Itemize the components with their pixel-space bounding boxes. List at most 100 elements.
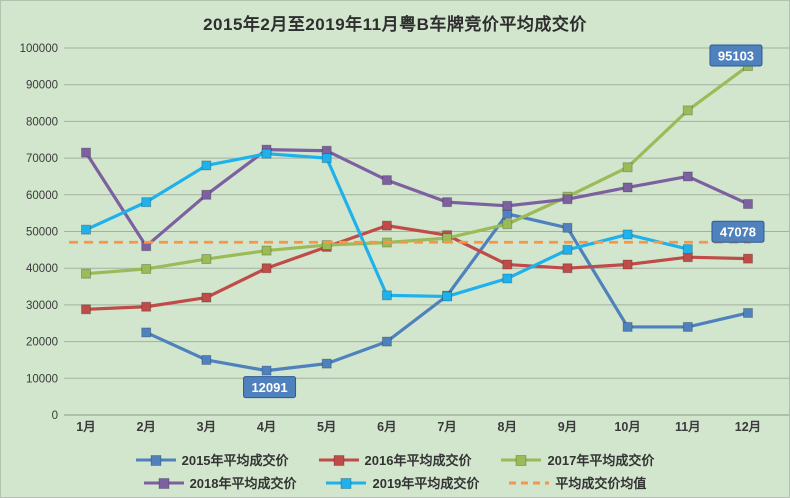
y-axis-label: 0 [52, 410, 58, 422]
data-point-2018年平均成交价 [201, 189, 212, 200]
data-point-2016年平均成交价 [381, 220, 392, 231]
data-point-2018年平均成交价 [81, 147, 91, 158]
x-axis-label: 8月 [498, 420, 517, 434]
y-axis-label: 80000 [26, 116, 58, 128]
data-point-2015年平均成交价 [201, 354, 212, 365]
data-point-2016年平均成交价 [141, 301, 152, 312]
data-point-2019年平均成交价 [682, 244, 693, 255]
annotation-label: 12091 [251, 380, 287, 395]
x-axis-label: 9月 [558, 420, 577, 434]
data-point-2015年平均成交价 [742, 307, 753, 318]
data-point-2019年平均成交价 [562, 244, 573, 255]
y-axis-label: 50000 [26, 227, 58, 239]
legend-item: 2016年平均成交价 [318, 450, 472, 469]
x-axis-label: 7月 [437, 420, 456, 434]
chart-legend: 2015年平均成交价 2016年平均成交价 2017年平均成交价 2018年平均成交价… [1, 450, 789, 492]
data-point-2015年平均成交价 [622, 321, 633, 332]
annotation-label: 47078 [720, 225, 756, 240]
data-point-2016年平均成交价 [261, 263, 272, 274]
legend-item: 平均成交价均值 [509, 473, 646, 492]
legend-item: 2017年平均成交价 [501, 450, 654, 469]
data-point-2018年平均成交价 [562, 194, 573, 205]
data-point-2016年平均成交价 [81, 304, 91, 315]
data-point-2015年平均成交价 [682, 321, 693, 332]
line-chart-plot: 0 10000 20000 30000 40000 50000 60000 70000 8000… [20, 43, 789, 434]
data-point-2018年平均成交价 [622, 182, 633, 193]
data-point-2016年平均成交价 [742, 253, 753, 264]
x-axis-label: 3月 [197, 420, 216, 434]
legend-item-label: 2016年平均成交价 [364, 453, 472, 468]
y-axis-label: 70000 [26, 153, 58, 165]
legend-item-label: 2017年平均成交价 [547, 453, 655, 468]
data-point-2019年平均成交价 [381, 290, 392, 301]
data-point-2018年平均成交价 [742, 198, 753, 209]
y-axis-label: 60000 [26, 190, 58, 202]
legend-line-marker-icon [501, 454, 542, 466]
data-point-2017年平均成交价 [261, 245, 272, 256]
data-point-2019年平均成交价 [321, 153, 332, 164]
y-axis-label: 20000 [26, 337, 58, 349]
series-line-2016年平均成交价 [84, 224, 750, 311]
data-point-2019年平均成交价 [201, 160, 212, 171]
y-axis-label: 40000 [26, 263, 58, 275]
data-point-2019年平均成交价 [442, 291, 453, 302]
legend-line-marker-icon [143, 477, 184, 489]
data-point-2017年平均成交价 [141, 263, 152, 274]
data-point-2017年平均成交价 [321, 240, 332, 251]
x-axis-label: 4月 [257, 420, 276, 434]
x-axis-label: 5月 [317, 420, 336, 434]
annotation-box [709, 44, 763, 67]
legend-item: 2018年平均成交价 [143, 473, 297, 492]
data-point-2018年平均成交价 [682, 171, 693, 182]
data-point-2017年平均成交价 [622, 162, 633, 173]
data-point-2017年平均成交价 [81, 268, 91, 279]
annotation-box [243, 376, 297, 399]
chart-title: 2015年2月至2019年11月粤B车牌竞价平均成交价 [203, 15, 587, 34]
data-point-2019年平均成交价 [141, 197, 152, 208]
data-point-2016年平均成交价 [622, 259, 633, 270]
data-point-2019年平均成交价 [622, 229, 633, 240]
x-axis-label: 6月 [377, 420, 396, 434]
legend-dashed-line-icon [509, 481, 550, 484]
legend-line-marker-icon [135, 454, 176, 466]
legend-line-marker-icon [326, 477, 367, 489]
x-axis-label: 1月 [76, 420, 95, 434]
data-point-2016年平均成交价 [502, 259, 513, 270]
annotation-label: 95103 [718, 48, 754, 63]
data-point-2017年平均成交价 [502, 219, 513, 230]
legend-row: 2015年平均成交价 2016年平均成交价 2017年平均成交价 [135, 450, 654, 469]
data-point-2018年平均成交价 [381, 175, 392, 186]
x-axis-label: 10月 [614, 420, 640, 434]
data-point-2016年平均成交价 [201, 292, 212, 303]
legend-item-label: 平均成交价均值 [555, 476, 647, 491]
legend-item-label: 2015年平均成交价 [181, 453, 289, 468]
x-axis-label: 2月 [136, 420, 155, 434]
data-point-2015年平均成交价 [381, 336, 392, 347]
annotation-box [711, 220, 765, 243]
data-point-2015年平均成交价 [141, 327, 152, 338]
data-point-2017年平均成交价 [682, 105, 693, 116]
data-point-2015年平均成交价 [562, 222, 573, 233]
x-axis-label: 11月 [675, 420, 701, 434]
data-point-2015年平均成交价 [261, 365, 272, 376]
data-point-2018年平均成交价 [442, 197, 453, 208]
legend-item-label: 2019年平均成交价 [372, 476, 480, 491]
y-axis-label: 100000 [20, 43, 58, 55]
y-axis-label: 30000 [26, 300, 58, 312]
data-point-2015年平均成交价 [321, 358, 332, 369]
data-point-2018年平均成交价 [502, 200, 513, 211]
data-point-2019年平均成交价 [502, 273, 513, 284]
data-point-2019年平均成交价 [81, 224, 91, 235]
series-line-2017年平均成交价 [84, 64, 750, 276]
data-point-2019年平均成交价 [261, 148, 272, 159]
legend-item: 2019年平均成交价 [326, 473, 479, 492]
legend-line-marker-icon [318, 454, 359, 466]
series-line-2018年平均成交价 [84, 148, 750, 248]
data-point-2016年平均成交价 [562, 263, 573, 274]
legend-row: 2018年平均成交价 2019年平均成交价 平均成交价均值 [143, 473, 646, 492]
legend-item-label: 2018年平均成交价 [189, 476, 297, 491]
y-axis-label: 90000 [26, 80, 58, 92]
legend-item: 2015年平均成交价 [135, 450, 289, 469]
x-axis-label: 12月 [735, 420, 761, 434]
